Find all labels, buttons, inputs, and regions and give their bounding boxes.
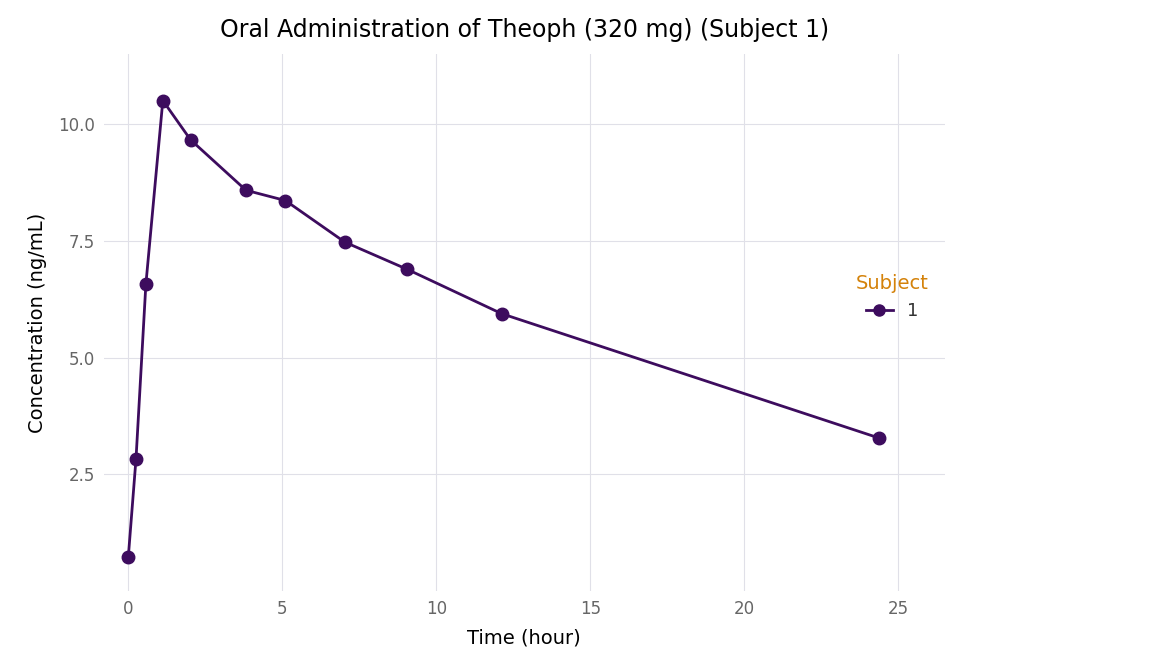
Legend: 1: 1 (848, 267, 935, 327)
X-axis label: Time (hour): Time (hour) (468, 629, 581, 648)
Title: Oral Administration of Theoph (320 mg) (Subject 1): Oral Administration of Theoph (320 mg) (… (220, 18, 828, 42)
Y-axis label: Concentration (ng/mL): Concentration (ng/mL) (29, 212, 47, 433)
